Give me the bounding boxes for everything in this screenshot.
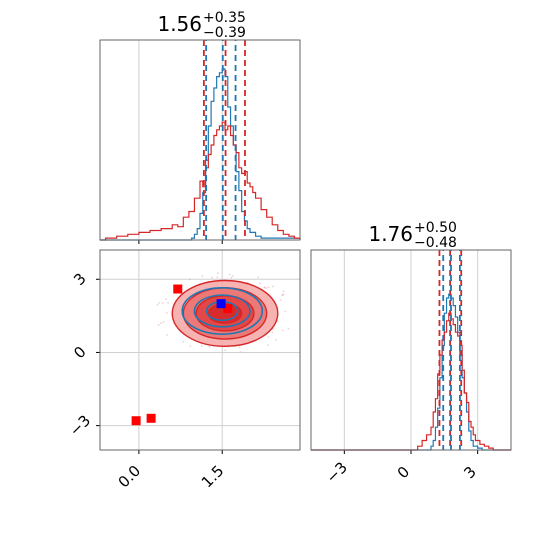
joint-y-tick-label-0: −3	[66, 411, 94, 439]
joint-sample-point	[267, 286, 270, 289]
param2-frame	[310, 249, 512, 451]
param1-title-value: 1.56	[157, 12, 202, 36]
joint-sample-point	[265, 287, 268, 289]
param2-title-value: 1.76	[368, 222, 413, 246]
joint-sample-point	[263, 286, 266, 289]
param1-title-lower: −0.39	[203, 25, 246, 41]
param1-frame	[99, 39, 301, 241]
param2-histogram-panel: −3 0 3 1.76 +0.50 −0.48	[310, 220, 512, 487]
param1-histogram-panel: 1.56 +0.35 −0.39	[99, 10, 301, 244]
joint-sample-point	[287, 327, 290, 330]
param1-plot-area	[100, 40, 300, 240]
joint-x-tick-label-0: 0.0	[115, 462, 145, 492]
joint-sample-point	[282, 290, 285, 293]
param2-title: 1.76 +0.50 −0.48	[368, 220, 456, 251]
joint-red-marker-1	[131, 416, 141, 426]
joint-sample-point	[156, 303, 159, 306]
joint-sample-point	[165, 298, 167, 301]
param2-red-histogram	[311, 312, 511, 451]
param2-x-tick-label-1: 0	[394, 463, 413, 482]
param2-x-tick-label-0: −3	[323, 458, 351, 486]
param2-x-tick-label-2: 3	[460, 463, 479, 482]
joint-sample-point	[284, 310, 287, 313]
joint-sample-point	[238, 346, 241, 349]
joint-red-marker-3	[223, 304, 233, 314]
joint-y-tick-label-2: 3	[70, 270, 89, 289]
joint-sample-point	[208, 345, 211, 348]
param2-title-upper: +0.50	[414, 220, 457, 236]
joint-sample-point	[230, 277, 233, 279]
joint-sample-point	[201, 275, 204, 278]
joint-x-tick-label-1: 1.5	[198, 462, 228, 492]
joint-sample-point	[167, 301, 169, 304]
param1-title: 1.56 +0.35 −0.39	[157, 10, 245, 41]
joint-sample-point	[224, 349, 227, 351]
joint-sample-point	[216, 272, 219, 274]
joint-sample-point	[257, 276, 259, 279]
joint-y-tick-label-1: 0	[70, 343, 89, 362]
joint-frame	[99, 249, 301, 451]
joint-sample-point	[165, 311, 168, 314]
param1-red-histogram	[100, 121, 301, 241]
joint-sample-point	[281, 329, 284, 332]
joint-blue-contour-1	[193, 294, 251, 328]
joint-sample-point	[210, 276, 213, 279]
joint-sample-point	[281, 294, 284, 297]
joint-sample-point	[216, 276, 219, 279]
param1-title-upper: +0.35	[203, 10, 246, 26]
joint-blue-contour-0	[181, 287, 264, 335]
joint-red-marker-0	[173, 284, 183, 294]
joint-plot-area	[100, 250, 300, 450]
joint-sample-point	[279, 299, 282, 302]
joint-sample-point	[162, 321, 165, 324]
joint-sample-point	[271, 331, 274, 334]
joint-sample-point	[272, 285, 274, 288]
joint-sample-point	[228, 273, 231, 276]
joint-sample-point	[160, 322, 162, 325]
joint-sample-point	[267, 336, 270, 339]
joint-sample-point	[166, 333, 168, 336]
joint-sample-point	[157, 324, 160, 326]
joint-sample-point	[275, 338, 278, 341]
joint-sample-point	[189, 345, 192, 348]
joint-sample-point	[200, 345, 203, 348]
joint-sample-point	[267, 344, 269, 347]
joint-blue-marker-0	[216, 299, 226, 309]
param2-title-lower: −0.48	[414, 235, 457, 251]
joint-red-marker-2	[146, 413, 156, 423]
joint-sample-point	[182, 340, 185, 343]
joint-sample-point	[232, 275, 234, 277]
joint-sample-point	[161, 302, 164, 304]
joint-sample-point	[158, 301, 160, 304]
joint-sample-point	[189, 278, 191, 281]
joint-contour-panel: 0.0 1.5 −3 0 3	[66, 249, 301, 492]
param2-blue-histogram	[311, 293, 511, 451]
joint-sample-point	[239, 351, 242, 353]
joint-sample-point	[258, 282, 261, 285]
